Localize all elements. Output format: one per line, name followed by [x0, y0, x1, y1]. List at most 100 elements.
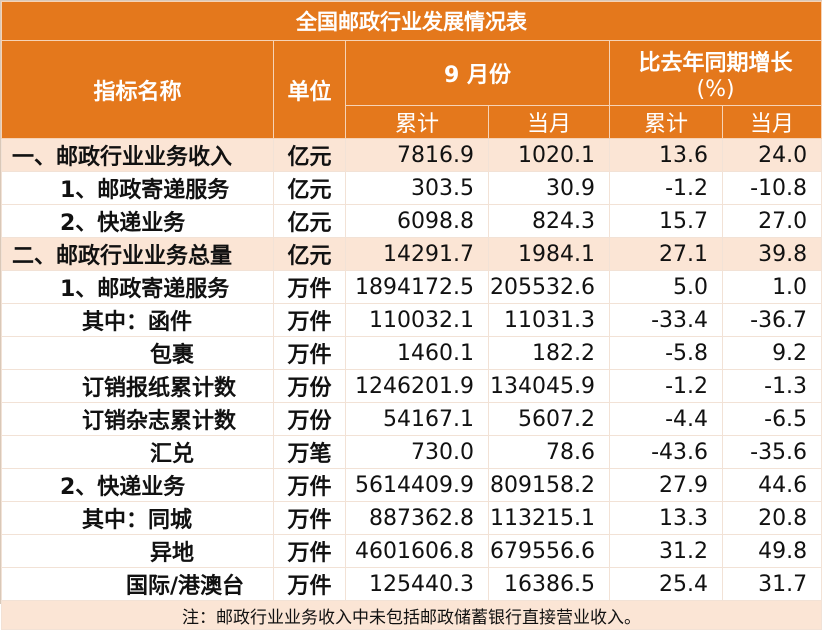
row-month-current: 182.2 — [488, 336, 610, 370]
table-body: 一、邮政行业业务收入 亿元 7816.9 1020.1 13.6 24.0 1、邮政寄递服务… — [1, 138, 822, 601]
row-unit: 万笔 — [273, 435, 346, 469]
table-row: 订销报纸累计数 万份 1246201.9 134045.9 -1.2 -1.3 — [1, 369, 822, 403]
table-note: 注：邮政行业业务收入中未包括邮政储蓄银行直接营业收入。 — [0, 600, 822, 630]
row-month-current: 824.3 — [488, 204, 610, 238]
row-month-cumulative: 1894172.5 — [345, 270, 489, 304]
row-month-cumulative: 14291.7 — [345, 237, 489, 271]
row-name: 1、邮政寄递服务 — [1, 270, 274, 304]
row-name: 汇兑 — [1, 435, 274, 469]
row-name: 其中：函件 — [1, 303, 274, 337]
header-growth: 比去年同期增长 (%) — [608, 40, 822, 106]
row-month-cumulative: 887362.8 — [345, 501, 489, 535]
row-growth-current: 39.8 — [721, 237, 822, 271]
row-growth-cumulative: 27.1 — [609, 237, 723, 271]
row-name: 2、快递业务 — [1, 468, 274, 502]
row-growth-current: 20.8 — [721, 501, 822, 535]
row-growth-cumulative: -1.2 — [609, 369, 723, 403]
header-indicator: 指标名称 — [1, 40, 274, 139]
row-growth-current: 27.0 — [721, 204, 822, 238]
row-unit: 亿元 — [273, 204, 346, 238]
row-growth-cumulative: 13.3 — [609, 501, 723, 535]
table-row: 其中：函件 万件 110032.1 11031.3 -33.4 -36.7 — [1, 303, 822, 337]
row-growth-current: 9.2 — [721, 336, 822, 370]
header-month: 9 月份 — [345, 40, 610, 106]
row-growth-cumulative: 25.4 — [609, 567, 723, 601]
row-growth-current: -10.8 — [721, 171, 822, 205]
row-name: 其中：同城 — [1, 501, 274, 535]
row-month-cumulative: 1460.1 — [345, 336, 489, 370]
row-growth-current: 49.8 — [721, 534, 822, 568]
row-growth-current: -36.7 — [721, 303, 822, 337]
row-growth-current: -35.6 — [721, 435, 822, 469]
row-month-current: 113215.1 — [488, 501, 610, 535]
table-row: 1、邮政寄递服务 亿元 303.5 30.9 -1.2 -10.8 — [1, 171, 822, 205]
row-growth-current: -1.3 — [721, 369, 822, 403]
row-unit: 万份 — [273, 402, 346, 436]
row-growth-current: 1.0 — [721, 270, 822, 304]
title-row: 全国邮政行业发展情况表 — [0, 1, 822, 41]
row-unit: 万件 — [273, 468, 346, 502]
table-row: 包裹 万件 1460.1 182.2 -5.8 9.2 — [1, 336, 822, 370]
note-row: 注：邮政行业业务收入中未包括邮政储蓄银行直接营业收入。 — [0, 600, 822, 630]
row-month-current: 134045.9 — [488, 369, 610, 403]
table-row: 一、邮政行业业务收入 亿元 7816.9 1020.1 13.6 24.0 — [1, 138, 822, 172]
row-growth-cumulative: -33.4 — [609, 303, 723, 337]
table-row: 汇兑 万笔 730.0 78.6 -43.6 -35.6 — [1, 435, 822, 469]
row-unit: 万份 — [273, 369, 346, 403]
row-name: 包裹 — [1, 336, 274, 370]
header-month-cumulative: 累计 — [345, 105, 489, 139]
header-growth-current: 当月 — [721, 105, 822, 139]
row-name: 订销报纸累计数 — [1, 369, 274, 403]
row-month-cumulative: 730.0 — [345, 435, 489, 469]
row-month-current: 16386.5 — [488, 567, 610, 601]
row-month-cumulative: 4601606.8 — [345, 534, 489, 568]
row-growth-current: 31.7 — [721, 567, 822, 601]
row-name: 二、邮政行业业务总量 — [1, 237, 274, 271]
row-unit: 万件 — [273, 336, 346, 370]
table-row: 异地 万件 4601606.8 679556.6 31.2 49.8 — [1, 534, 822, 568]
table-row: 2、快递业务 亿元 6098.8 824.3 15.7 27.0 — [1, 204, 822, 238]
row-month-current: 809158.2 — [488, 468, 610, 502]
row-month-current: 205532.6 — [488, 270, 610, 304]
row-unit: 万件 — [273, 270, 346, 304]
row-name: 异地 — [1, 534, 274, 568]
header-growth-cumulative: 累计 — [609, 105, 723, 139]
row-month-current: 5607.2 — [488, 402, 610, 436]
table-row: 国际/港澳台 万件 125440.3 16386.5 25.4 31.7 — [1, 567, 822, 601]
row-month-cumulative: 125440.3 — [345, 567, 489, 601]
row-month-current: 679556.6 — [488, 534, 610, 568]
header-growth-line1: 比去年同期增长 — [638, 50, 793, 76]
header-unit: 单位 — [273, 40, 346, 139]
row-growth-cumulative: -4.4 — [609, 402, 723, 436]
row-unit: 万件 — [273, 303, 346, 337]
header-row-2: 累计 当月 累计 当月 — [2, 105, 822, 139]
row-growth-cumulative: -43.6 — [609, 435, 723, 469]
table-row: 订销杂志累计数 万份 54167.1 5607.2 -4.4 -6.5 — [1, 402, 822, 436]
row-month-cumulative: 110032.1 — [345, 303, 489, 337]
table-row: 二、邮政行业业务总量 亿元 14291.7 1984.1 27.1 39.8 — [1, 237, 822, 271]
row-name: 国际/港澳台 — [1, 567, 274, 601]
row-unit: 万件 — [273, 567, 346, 601]
row-name: 2、快递业务 — [1, 204, 274, 238]
row-growth-cumulative: 13.6 — [609, 138, 723, 172]
row-growth-cumulative: -1.2 — [609, 171, 723, 205]
row-growth-current: 24.0 — [721, 138, 822, 172]
row-month-cumulative: 5614409.9 — [345, 468, 489, 502]
row-unit: 万件 — [273, 501, 346, 535]
row-growth-cumulative: 5.0 — [609, 270, 723, 304]
row-name: 订销杂志累计数 — [1, 402, 274, 436]
row-name: 1、邮政寄递服务 — [1, 171, 274, 205]
table-row: 其中：同城 万件 887362.8 113215.1 13.3 20.8 — [1, 501, 822, 535]
row-growth-cumulative: 15.7 — [609, 204, 723, 238]
row-month-current: 30.9 — [488, 171, 610, 205]
row-growth-cumulative: 27.9 — [609, 468, 723, 502]
table-row: 1、邮政寄递服务 万件 1894172.5 205532.6 5.0 1.0 — [1, 270, 822, 304]
row-growth-cumulative: -5.8 — [609, 336, 723, 370]
row-growth-current: 44.6 — [721, 468, 822, 502]
header-growth-line2: (%) — [696, 76, 735, 102]
header-month-current: 当月 — [488, 105, 610, 139]
row-month-cumulative: 303.5 — [345, 171, 489, 205]
table-title: 全国邮政行业发展情况表 — [0, 1, 822, 41]
